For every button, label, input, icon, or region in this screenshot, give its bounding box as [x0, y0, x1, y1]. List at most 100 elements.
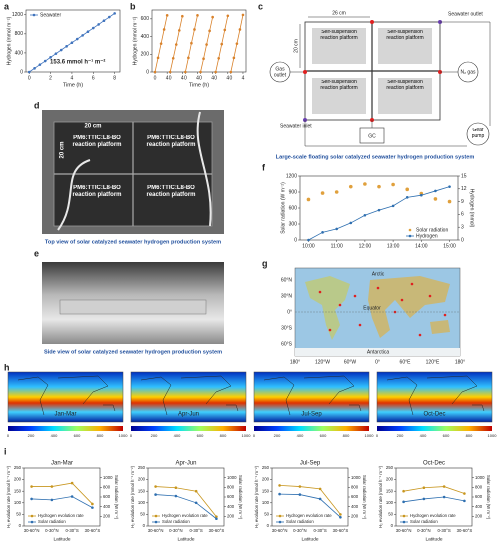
legend-marker [30, 514, 34, 518]
data-point [442, 495, 446, 499]
y-tick-label: 1200 [12, 12, 23, 18]
y-tick-label: 250 [262, 465, 270, 470]
data-point [339, 513, 342, 516]
colorbar [8, 426, 123, 431]
land-outline [263, 375, 362, 416]
legend-label: Solar radiation [416, 227, 448, 233]
x-tick-label: 30-60°N [272, 528, 288, 533]
legend-label: Hydrogen [416, 233, 438, 239]
data-point [108, 15, 111, 19]
data-point [320, 191, 325, 195]
caption: Large-scale floating solar catalyzed sea… [276, 154, 475, 160]
x-tick-label: 4 [166, 75, 169, 81]
data-point [174, 43, 178, 46]
y-axis-label: H₂ evolution rate (mmol h⁻¹ m⁻²) [130, 465, 135, 528]
data-point [70, 481, 74, 485]
y2-tick-label: 200 [351, 513, 359, 518]
x-tick-label: 0 [28, 75, 31, 81]
data-point [49, 56, 52, 59]
lon-label: 180° [290, 359, 300, 365]
y-tick-label: 100 [262, 500, 270, 505]
data-point [215, 517, 218, 521]
label: Equator [363, 305, 381, 311]
x-tick-label: 30-60°N [148, 528, 164, 533]
data-point [402, 500, 405, 504]
platform-label: PM6:TTIC:L8-BO reaction platform [146, 185, 195, 198]
season-label: Jan-Mar [54, 412, 76, 418]
land-outline [386, 375, 485, 416]
colorbar-tick: 600 [197, 433, 204, 438]
y-tick-label: 400 [15, 50, 24, 56]
colorbar-tick: 1000 [488, 433, 498, 438]
data-point [334, 190, 339, 194]
panel-letter: b [130, 1, 136, 11]
data-point [422, 497, 426, 501]
annotation: 153.6 mmol h⁻¹ m⁻² [50, 59, 105, 66]
colorbar [377, 426, 492, 431]
y-axis-label: Hydrogen (mmol m⁻²) [6, 16, 12, 65]
y-tick-label: 0 [267, 523, 270, 528]
data-point [278, 492, 281, 496]
y-tick-label: 100 [138, 500, 146, 505]
legend-marker [30, 520, 34, 524]
tube [57, 111, 212, 231]
y-tick-label: 150 [138, 488, 146, 493]
n2-source [457, 61, 479, 83]
y2-tick-label: 200 [227, 513, 235, 518]
y2-tick-label: 400 [103, 504, 111, 509]
data-point [30, 485, 33, 488]
heat-map [376, 371, 493, 423]
data-point [202, 57, 205, 61]
data-point [75, 37, 79, 41]
data-point [187, 56, 190, 60]
data-point [208, 29, 211, 33]
chart-title: Apr-Jun [175, 461, 196, 467]
pump-label: Gear pump [472, 128, 485, 139]
x-tick-label: 0-30°S [66, 528, 79, 533]
x-tick-label: 30-60°S [209, 528, 225, 533]
x-axis-label: Time (h) [189, 82, 209, 88]
data-point [168, 70, 172, 74]
legend-marker [278, 514, 282, 518]
lat-label: 30°S [281, 325, 293, 331]
colorbar-tick: 800 [97, 433, 104, 438]
y2-tick-label: 400 [351, 504, 359, 509]
data-point [27, 70, 31, 74]
caption: Top view of solar catalyzed seawater hyd… [45, 239, 221, 245]
panel-letter: f [262, 162, 266, 172]
y-axis-label: H₂ evolution rate (mmol h⁻¹ m⁻²) [378, 465, 383, 528]
platform [378, 28, 432, 64]
data-point [402, 489, 405, 493]
colorbar-tick: 200 [274, 433, 281, 438]
data-point [349, 221, 353, 225]
data-point [153, 70, 157, 74]
data-point [113, 12, 116, 15]
series-line [279, 493, 341, 518]
colorbar-tick: 200 [397, 433, 404, 438]
dimension-label: 20 cm [84, 124, 101, 130]
colorbar-tick: 400 [420, 433, 427, 438]
x-tick-label: 4 [242, 75, 245, 81]
y2-axis-label: Solar radiation (W m⁻²) [362, 475, 367, 520]
x-tick-label: 10:00 [302, 243, 315, 249]
data-point [318, 487, 322, 491]
y-tick-label: 0 [146, 69, 149, 75]
season-label: Apr-Jun [178, 412, 199, 418]
label: Antarctica [367, 349, 389, 355]
label: GC [368, 133, 376, 139]
colorbar-tick: 0 [253, 433, 256, 438]
caption: Side view of solar catalyzed seawater hy… [44, 349, 222, 355]
y2-tick-label: 200 [475, 513, 483, 518]
lat-label: 0° [287, 309, 292, 315]
colorbar-tick: 400 [174, 433, 181, 438]
data-point [194, 501, 198, 505]
data-point [199, 70, 202, 74]
y2-tick-label: 800 [227, 484, 235, 489]
y2-tick-label: 1000 [227, 475, 237, 480]
land-outline [17, 375, 116, 416]
y-axis-label: H₂ evolution rate (mmol h⁻¹ m⁻²) [254, 465, 259, 528]
data-point [50, 485, 54, 488]
y-tick-label: 200 [14, 477, 22, 482]
